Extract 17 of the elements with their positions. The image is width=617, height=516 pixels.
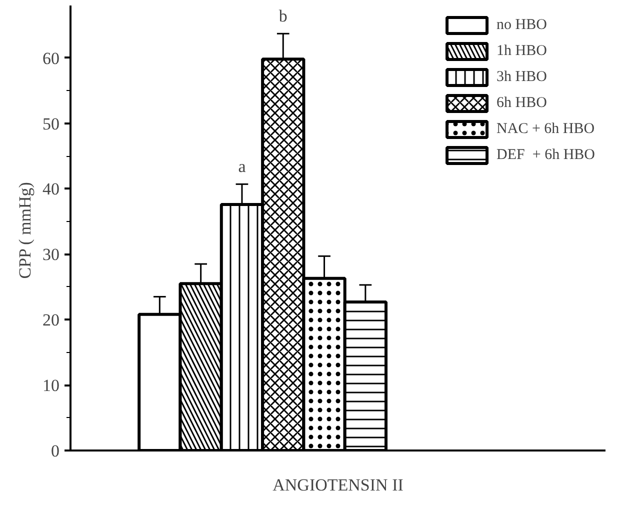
y-tick-label: 30 — [42, 245, 60, 264]
legend-label: 1h HBO — [496, 42, 547, 60]
y-tick-label: 10 — [42, 376, 60, 396]
legend-label: 3h HBO — [496, 68, 547, 86]
y-tick-label: 60 — [42, 48, 60, 68]
legend-label: no HBO — [496, 16, 547, 34]
x-axis-title: ANGIOTENSIN II — [272, 476, 404, 494]
y-tick-label: 20 — [42, 310, 60, 330]
y-tick-label: 0 — [51, 442, 60, 460]
annotation: a — [238, 157, 246, 176]
legend-label: 6h HBO — [496, 94, 547, 112]
y-tick-label: 50 — [42, 114, 60, 134]
y-tick-label: 40 — [42, 180, 60, 199]
annotation: b — [278, 6, 288, 26]
y-axis-title: CPP ( mmHg) — [16, 182, 34, 279]
legend-label: NAC + 6h HBO — [496, 120, 595, 138]
legend-label: DEF + 6h HBO — [496, 146, 595, 164]
